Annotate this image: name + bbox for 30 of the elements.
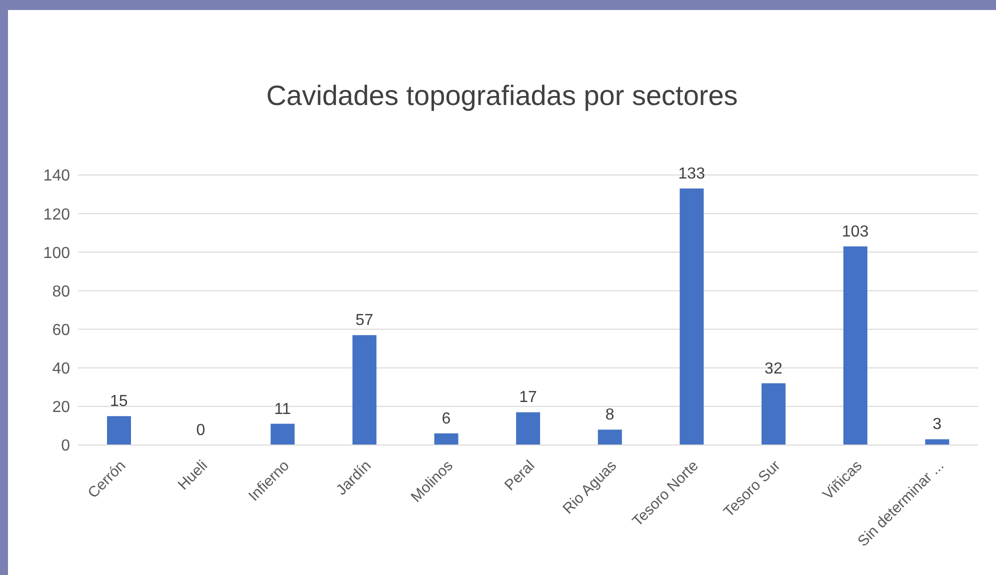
data-label: 8 [605, 406, 614, 424]
y-tick-label: 140 [43, 168, 70, 185]
data-label: 103 [842, 223, 869, 240]
bar [352, 335, 376, 445]
y-tick-label: 0 [61, 438, 70, 455]
bar [107, 416, 131, 445]
bar [516, 412, 540, 445]
data-label: 32 [764, 360, 782, 378]
data-label: 11 [274, 400, 291, 418]
y-tick-label: 20 [52, 399, 70, 416]
bar [434, 433, 458, 445]
y-tick-label: 40 [52, 360, 70, 378]
bar [762, 383, 786, 445]
y-tick-label: 100 [43, 244, 70, 262]
bar [680, 188, 704, 445]
data-label: 0 [196, 422, 206, 439]
data-label: 15 [110, 393, 128, 410]
bar [843, 246, 868, 445]
data-label: 133 [678, 166, 706, 182]
data-label: 57 [355, 312, 374, 330]
bar [598, 430, 622, 445]
data-label: 17 [519, 389, 537, 406]
chart-title: Cavidades topografiadas por sectores [265, 80, 739, 112]
data-label: 3 [932, 416, 942, 434]
y-tick-label: 60 [52, 322, 70, 339]
y-tick-label: 80 [52, 283, 70, 300]
y-tick-label: 120 [43, 206, 70, 224]
data-label: 6 [442, 410, 451, 428]
bar [270, 424, 295, 445]
bar [925, 439, 950, 445]
